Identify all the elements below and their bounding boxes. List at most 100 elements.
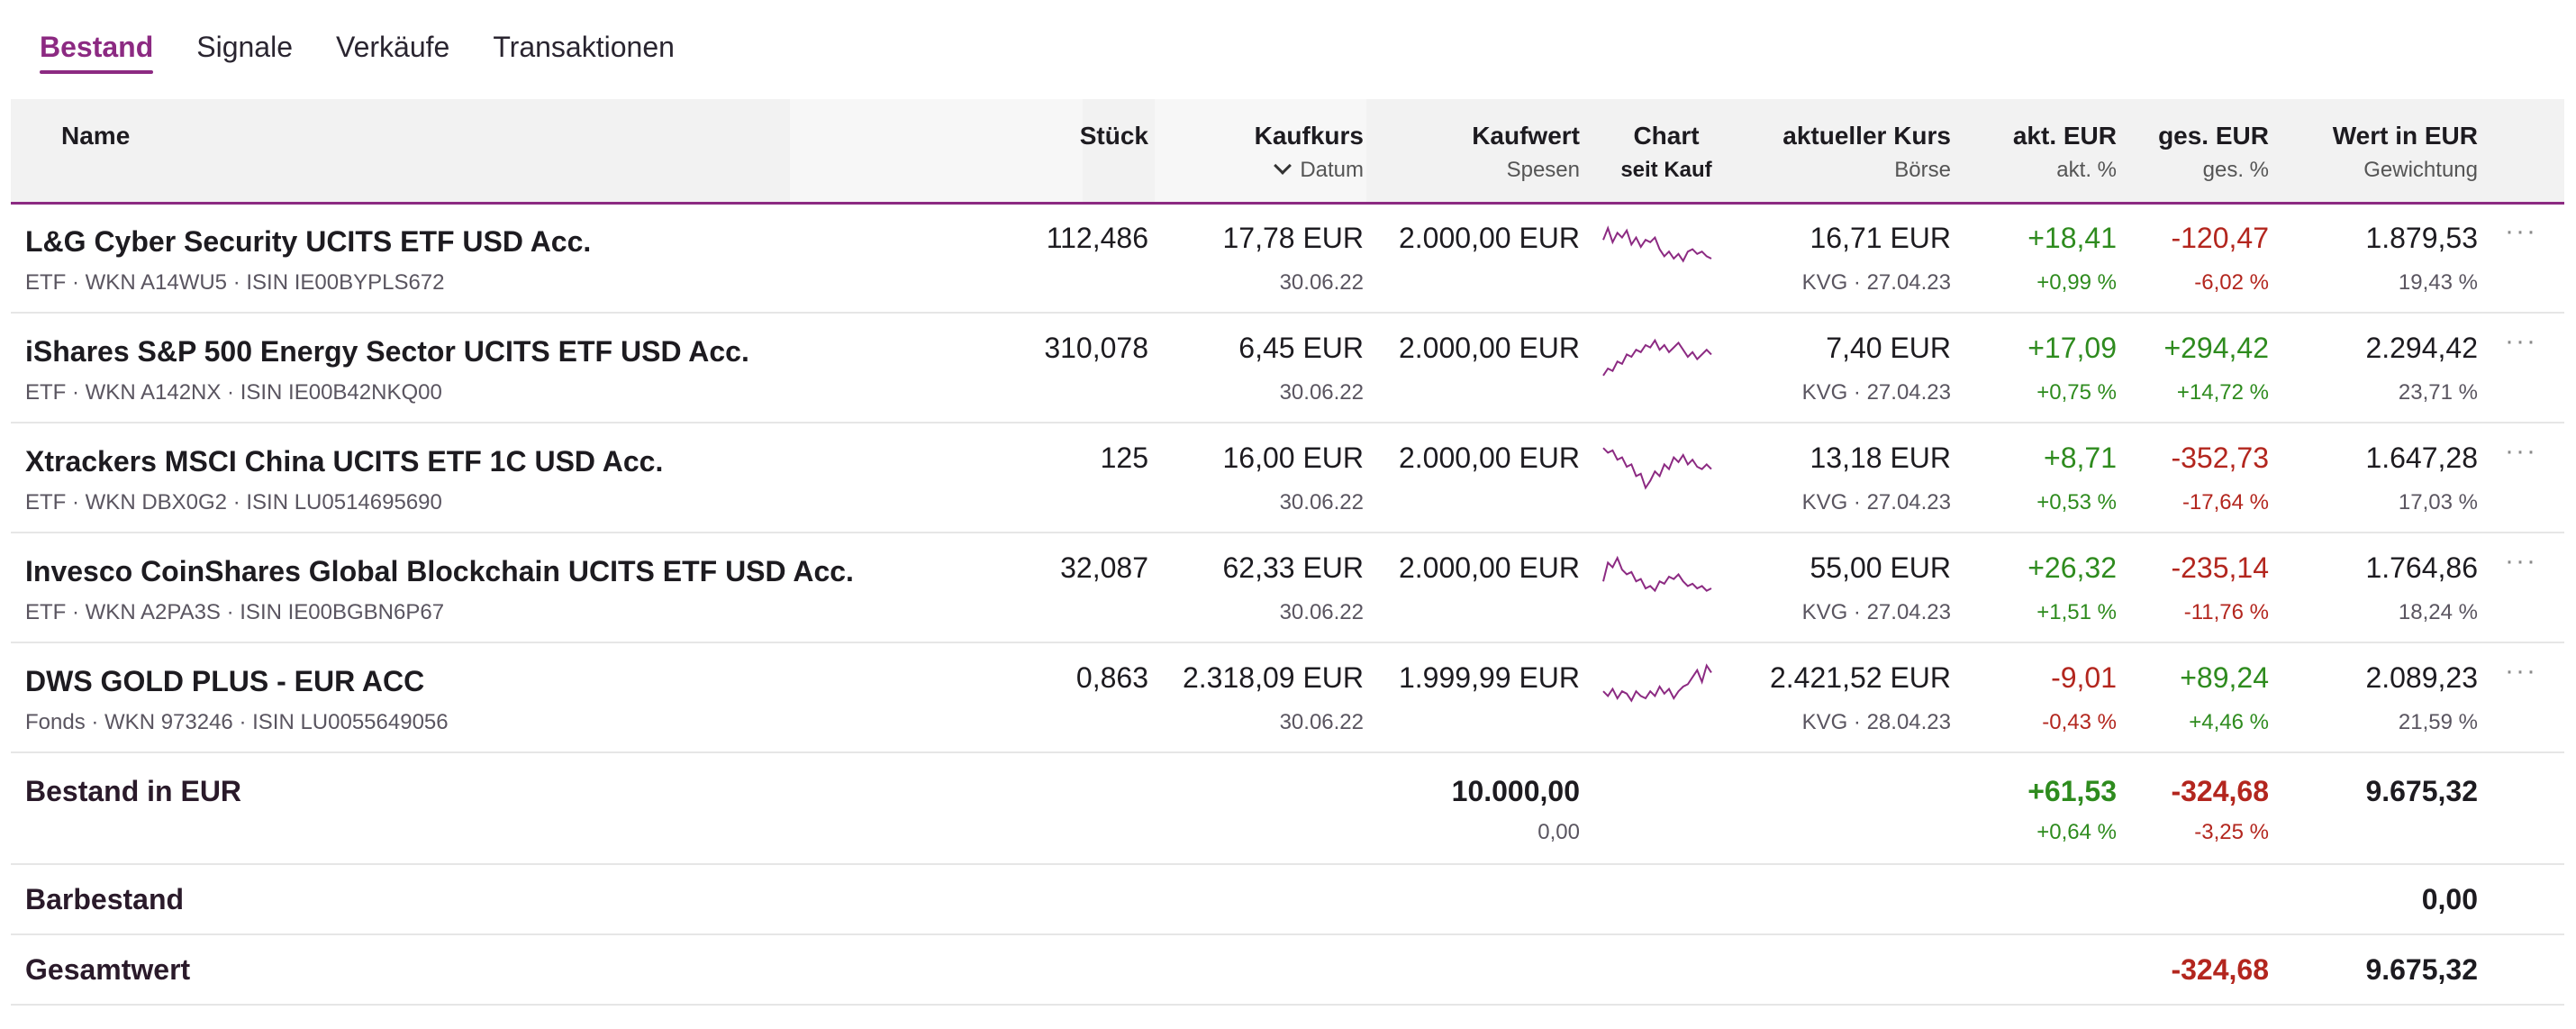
holding-kaufdatum: 30.06.22 [1279,600,1364,624]
column-header-akt-eur[interactable]: akt. EUR akt. % [2012,122,2117,182]
summary-label: Bestand in EUR [25,775,242,807]
column-subheader-seit-kauf: seit Kauf [1620,158,1712,182]
holding-akt-pct: +0,99 % [2036,270,2117,295]
column-subheader-boerse: Börse [1894,158,1951,182]
holding-kaufwert: 1.999,99 EUR [1398,661,1580,694]
holding-stueck: 112,486 [1046,222,1148,254]
holding-ges-pct: -11,76 % [2183,600,2269,624]
more-horizontal-icon[interactable]: ··· [2505,436,2537,466]
summary-spesen: 0,00 [1537,820,1580,844]
cash-wert: 0,00 [2421,883,2478,915]
column-subheader-gewichtung: Gewichtung [2363,158,2478,182]
holding-row[interactable]: L&G Cyber Security UCITS ETF USD Acc. ETF… [11,204,2564,314]
holding-name[interactable]: Xtrackers MSCI China UCITS ETF 1C USD Ac… [25,445,664,478]
holding-akt-eur: +18,41 [2027,222,2117,254]
holding-kaufdatum: 30.06.22 [1279,380,1364,405]
holding-ges-eur: -120,47 [2171,222,2269,254]
holding-gewichtung: 19,43 % [2398,270,2478,295]
holding-boerse: KVG · 27.04.23 [1801,600,1951,624]
holding-wert: 1.879,53 [2365,222,2478,254]
table-header: Name Stück Kaufkurs Datum Kaufwert Spese… [11,99,2564,205]
holding-row[interactable]: Xtrackers MSCI China UCITS ETF 1C USD Ac… [11,423,2564,533]
holding-akt-eur: +17,09 [2027,332,2117,364]
sparkline-chart[interactable] [1601,550,1713,604]
sparkline-chart[interactable] [1601,220,1713,274]
summary-ges-eur: -324,68 [2171,775,2269,807]
holding-ges-pct: -17,64 % [2181,490,2269,514]
column-subheader-spesen: Spesen [1506,158,1580,182]
holding-name[interactable]: L&G Cyber Security UCITS ETF USD Acc. [25,225,592,258]
summary-row-bestand: Bestand in EUR 10.000,00 0,00 +61,53 +0,… [11,755,2564,865]
summary-wert: 9.675,32 [2365,775,2478,807]
holding-boerse: KVG · 28.04.23 [1801,710,1951,734]
column-header-name[interactable]: Name [61,122,131,150]
holding-row[interactable]: Invesco CoinShares Global Blockchain UCI… [11,533,2564,643]
holding-ges-pct: +4,46 % [2189,710,2269,734]
column-header-kaufwert[interactable]: Kaufwert Spesen [1472,122,1580,182]
holding-boerse: KVG · 27.04.23 [1801,270,1951,295]
header-shade-stueck [790,99,1083,202]
total-row: Gesamtwert -324,68 9.675,32 [11,935,2564,1006]
tab-signale[interactable]: Signale [196,31,293,63]
tab-bar: Bestand Signale Verkäufe Transaktionen [40,27,675,74]
holding-row[interactable]: iShares S&P 500 Energy Sector UCITS ETF … [11,314,2564,423]
holding-kaufkurs: 17,78 EUR [1222,222,1364,254]
holding-ges-eur: -352,73 [2171,442,2269,474]
column-header-aktueller-kurs[interactable]: aktueller Kurs Börse [1782,122,1951,182]
column-header-ges-eur[interactable]: ges. EUR ges. % [2158,122,2269,182]
header-shade-kaufkurs [1155,99,1366,202]
holding-wert: 2.294,42 [2365,332,2478,364]
holding-stueck: 310,078 [1044,332,1148,364]
holding-stueck: 0,863 [1075,661,1148,694]
holding-aktueller-kurs: 7,40 EUR [1826,332,1951,364]
sparkline-chart[interactable] [1601,330,1713,384]
holding-ges-pct: +14,72 % [2176,380,2269,405]
holding-gewichtung: 18,24 % [2398,600,2478,624]
holding-wert: 2.089,23 [2365,661,2478,694]
holding-kaufwert: 2.000,00 EUR [1398,442,1580,474]
sparkline-chart[interactable] [1601,440,1713,494]
more-horizontal-icon[interactable]: ··· [2505,656,2537,686]
holding-ges-pct: -6,02 % [2194,270,2269,295]
summary-kaufwert: 10.000,00 [1451,775,1580,807]
cash-row: Barbestand 0,00 [11,865,2564,935]
holding-meta: ETF · WKN A2PA3S · ISIN IE00BGBN6P67 [25,600,445,624]
holding-stueck: 32,087 [1060,551,1148,584]
column-subheader-akt-pct: akt. % [2056,158,2117,182]
holding-aktueller-kurs: 16,71 EUR [1810,222,1951,254]
more-horizontal-icon[interactable]: ··· [2505,326,2537,356]
column-header-wert[interactable]: Wert in EUR Gewichtung [2332,122,2478,182]
holding-akt-pct: +0,53 % [2036,490,2117,514]
holding-meta: Fonds · WKN 973246 · ISIN LU0055649056 [25,710,449,734]
holding-kaufkurs: 62,33 EUR [1222,551,1364,584]
holding-kaufdatum: 30.06.22 [1279,270,1364,295]
tab-transaktionen[interactable]: Transaktionen [493,31,675,63]
cash-label: Barbestand [25,883,185,915]
more-horizontal-icon[interactable]: ··· [2505,216,2537,246]
holding-name[interactable]: DWS GOLD PLUS - EUR ACC [25,665,425,697]
holding-akt-pct: +0,75 % [2036,380,2117,405]
column-header-chart: Chart seit Kauf [1620,122,1712,182]
chevron-down-icon[interactable] [1274,157,1293,175]
holding-gewichtung: 21,59 % [2398,710,2478,734]
holding-boerse: KVG · 27.04.23 [1801,380,1951,405]
column-header-stueck[interactable]: Stück [1079,122,1148,150]
holding-aktueller-kurs: 2.421,52 EUR [1769,661,1951,694]
holding-wert: 1.764,86 [2365,551,2478,584]
column-header-kaufkurs[interactable]: Kaufkurs Datum [1254,122,1364,182]
holding-aktueller-kurs: 55,00 EUR [1810,551,1951,584]
holding-aktueller-kurs: 13,18 EUR [1810,442,1951,474]
tab-bestand[interactable]: Bestand [40,27,154,74]
holding-name[interactable]: iShares S&P 500 Energy Sector UCITS ETF … [25,335,749,368]
holding-akt-pct: -0,43 % [2042,710,2117,734]
holding-ges-eur: +294,42 [2163,332,2269,364]
sparkline-line [1602,447,1712,490]
holding-akt-pct: +1,51 % [2036,600,2117,624]
tab-verkaeufe[interactable]: Verkäufe [336,31,450,63]
holding-name[interactable]: Invesco CoinShares Global Blockchain UCI… [25,555,854,587]
sparkline-chart[interactable] [1601,660,1713,714]
sparkline-line [1602,225,1712,263]
more-horizontal-icon[interactable]: ··· [2505,546,2537,576]
holding-row[interactable]: DWS GOLD PLUS - EUR ACC Fonds · WKN 97324… [11,643,2564,753]
column-subheader-datum: Datum [1300,158,1364,182]
